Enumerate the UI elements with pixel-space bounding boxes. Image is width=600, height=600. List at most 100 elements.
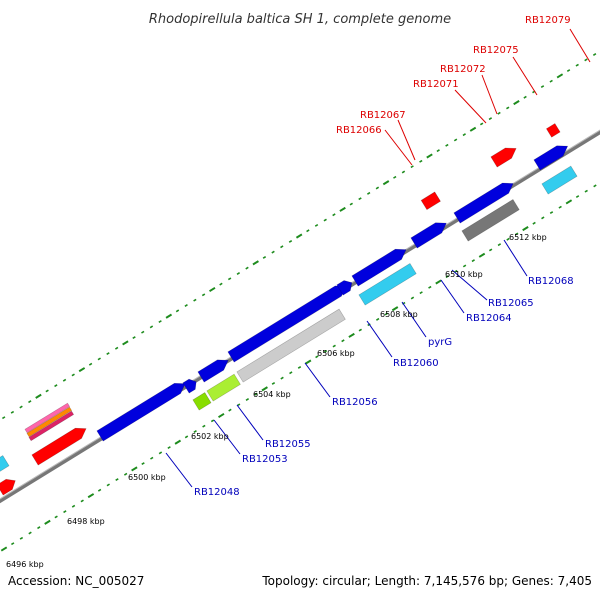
upper-tick [566, 69, 571, 73]
lower-tick [271, 381, 276, 385]
upper-tick [141, 330, 145, 334]
lower-tick [445, 275, 449, 279]
upper-tick [227, 277, 232, 281]
lower-tick [428, 285, 432, 289]
upper-tick [219, 282, 223, 286]
upper-tick [479, 122, 484, 126]
lower-tick [304, 359, 312, 365]
gene-magenta-stripe [28, 410, 75, 442]
kbp-label-6510: 6510 kbp [445, 270, 483, 279]
leader-rb12060 [366, 320, 393, 358]
lower-tick [184, 435, 189, 439]
upper-tick [280, 245, 284, 249]
lower-tick [37, 526, 41, 530]
upper-tick [436, 149, 440, 153]
upper-tick [149, 325, 154, 329]
lower-tick [141, 462, 145, 466]
label-rb12055: RB12055 [265, 439, 311, 450]
upper-tick [540, 85, 545, 89]
upper-tick [592, 53, 597, 56]
upper-tick [469, 126, 477, 132]
upper-tick [426, 153, 433, 159]
lower-tick [410, 296, 415, 300]
label-rb12065: RB12065 [488, 298, 534, 309]
label-rb12068: RB12068 [528, 276, 574, 287]
lower-tick [515, 232, 519, 236]
gene-darkgray-block [461, 199, 520, 242]
gene-rb12072-block [490, 147, 517, 168]
lower-tick [167, 446, 171, 450]
lower-tick [174, 439, 182, 445]
kbp-label-6504: 6504 kbp [253, 390, 291, 399]
upper-tick [1, 416, 6, 420]
lower-tick [584, 189, 588, 193]
upper-tick [122, 340, 129, 346]
gene-pyrg-block [351, 248, 407, 287]
gene-rb12048-block [96, 382, 186, 442]
upper-tick [549, 79, 553, 83]
label-rb12079: RB12079 [525, 15, 571, 26]
lower-tick [462, 264, 467, 268]
lower-tick [471, 259, 475, 263]
upper-tick [201, 293, 206, 297]
kbp-label-6508: 6508 kbp [380, 310, 418, 319]
upper-tick [375, 186, 380, 190]
upper-tick [382, 180, 390, 186]
lower-tick [63, 510, 67, 514]
upper-tick [295, 233, 303, 239]
lower-tick [384, 312, 389, 316]
upper-tick [71, 373, 75, 377]
accession-text: Accession: NC_005027 [8, 574, 144, 588]
upper-tick [339, 206, 346, 212]
upper-tick [10, 410, 15, 414]
lower-tick [549, 211, 554, 215]
lower-tick [280, 376, 284, 380]
lower-tick [332, 344, 336, 348]
lower-tick [565, 199, 573, 205]
upper-tick [401, 170, 406, 174]
kbp-scale: 6496 kbp 6498 kbp 6500 kbp 6502 kbp 6504… [6, 233, 547, 569]
lower-tick [419, 291, 423, 295]
gene-cyan-left-block [0, 455, 10, 472]
lower-tick [593, 184, 597, 188]
gene-lightgray-block [236, 308, 346, 383]
leader-rb12066 [384, 129, 413, 166]
lower-tick [261, 386, 268, 392]
upper-tick [106, 352, 110, 356]
lower-tick [44, 519, 51, 525]
upper-tick [584, 58, 588, 62]
lower-tick [80, 499, 84, 503]
red-gene-labels: RB12066 RB12067 RB12071 RB12072 RB12075 … [336, 15, 571, 136]
upper-tick [262, 255, 267, 259]
upper-tick [175, 309, 180, 313]
tick-marks [0, 53, 597, 552]
lower-tick [131, 466, 138, 472]
lower-tick [541, 216, 545, 220]
label-rb12066: RB12066 [336, 125, 382, 136]
upper-tick [28, 400, 32, 404]
gene-rb12060-block [336, 280, 353, 296]
lower-tick [289, 371, 293, 375]
lower-tick [193, 430, 197, 433]
leader-rb12053 [213, 419, 241, 455]
lower-tick [19, 536, 24, 540]
upper-tick [54, 384, 58, 388]
blue-gene-labels: RB12048 RB12053 RB12055 RB12056 RB12060 … [194, 276, 574, 498]
lower-tick [323, 349, 328, 353]
upper-tick [513, 100, 520, 106]
upper-tick [78, 367, 86, 373]
leader-rb12072 [481, 74, 498, 115]
map-title: Rhodopirellula baltica SH 1, complete ge… [149, 12, 451, 27]
kbp-label-6498: 6498 kbp [67, 517, 105, 526]
leader-rb12079 [569, 28, 591, 63]
leader-rb12064 [440, 279, 465, 314]
gene-rb12067-block [420, 191, 441, 211]
upper-tick [158, 320, 162, 324]
upper-tick [114, 346, 119, 350]
upper-tick [523, 95, 527, 99]
upper-tick [358, 197, 362, 201]
gene-red-block [31, 427, 87, 466]
gene-rb12064-block [410, 222, 447, 249]
upper-tick [445, 143, 449, 147]
